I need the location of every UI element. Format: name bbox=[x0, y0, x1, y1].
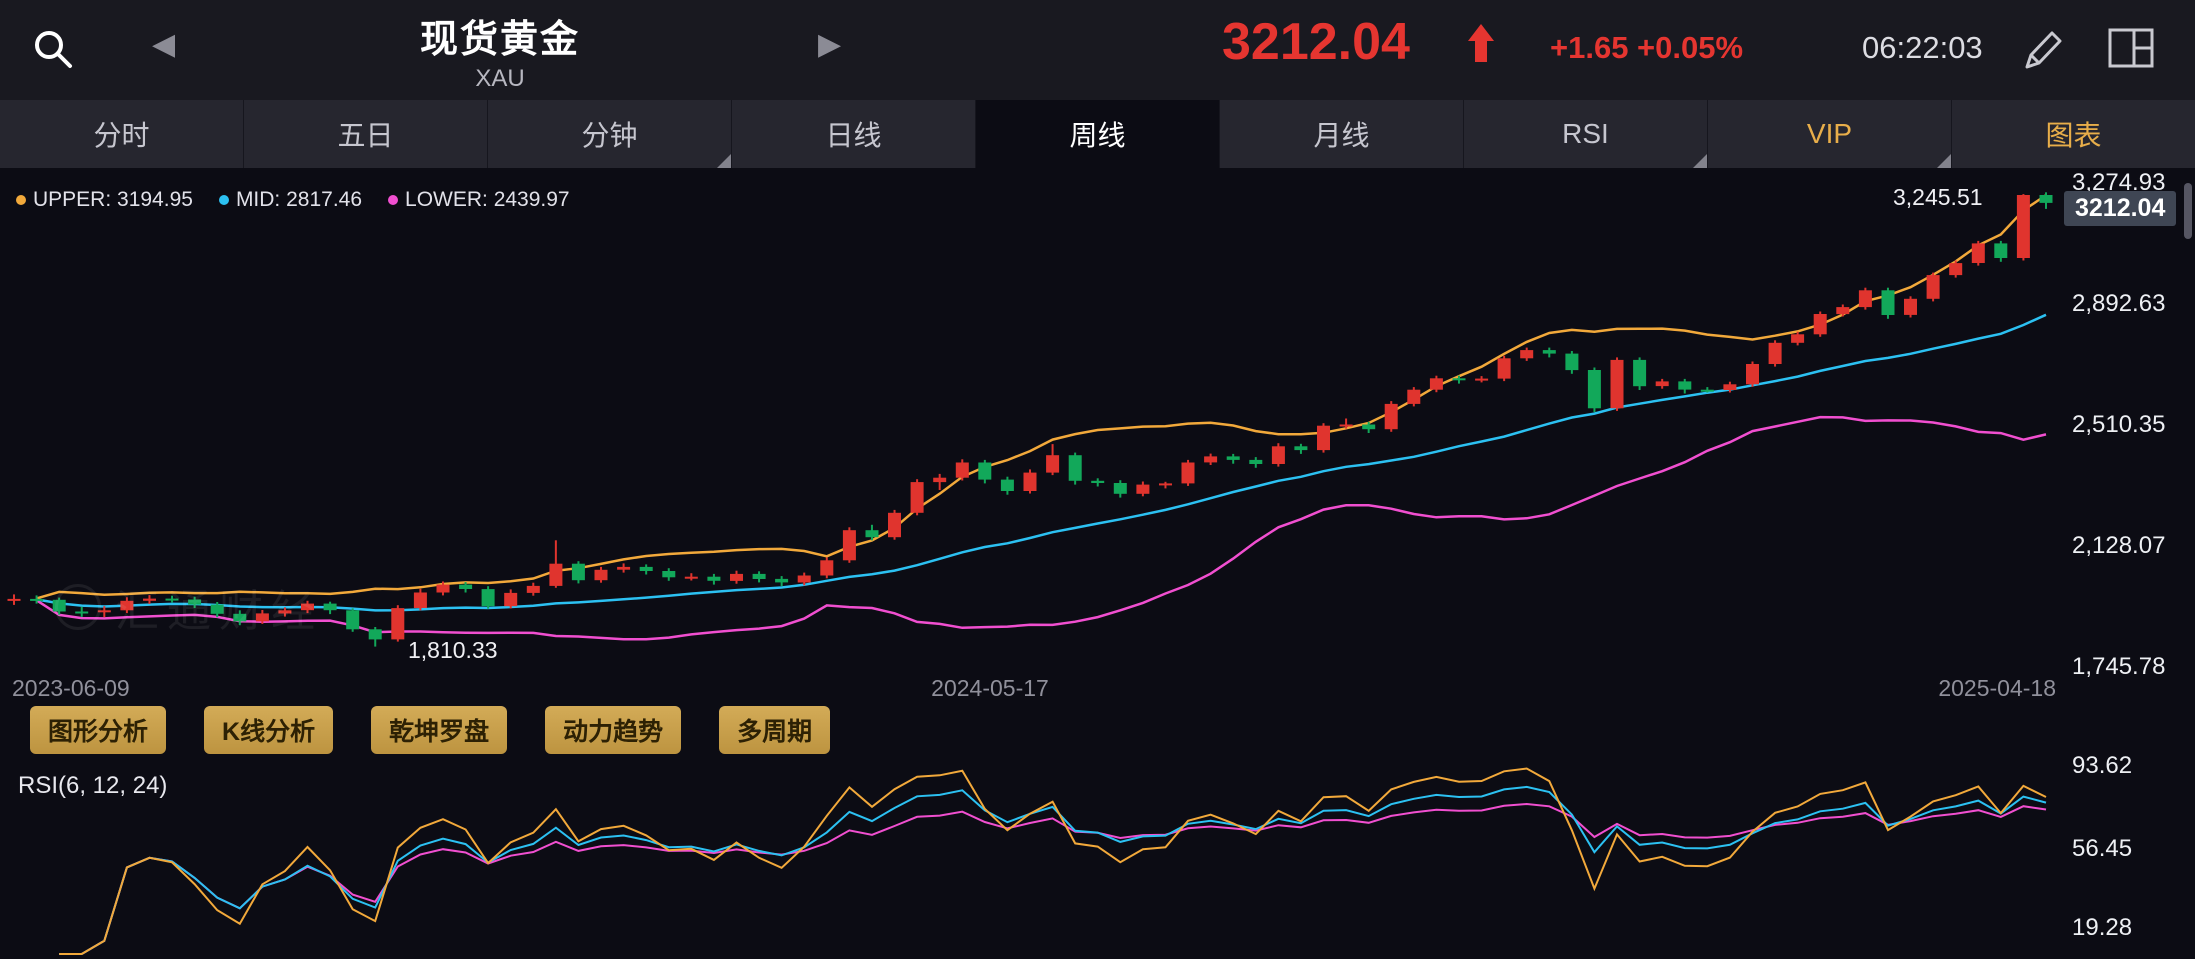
upper-dot-icon bbox=[16, 195, 26, 205]
y-axis-label: 2,892.63 bbox=[2072, 290, 2166, 317]
momentum-trend-button[interactable]: 动力趋势 bbox=[545, 706, 682, 754]
rsi-indicator-label: RSI(6, 12, 24) bbox=[18, 772, 168, 799]
price-up-arrow-icon bbox=[1466, 22, 1496, 69]
tab-vip[interactable]: VIP bbox=[1708, 100, 1952, 168]
topbar: ◀ 现货黄金 XAU ▶ 3212.04 +1.65 +0.05% 06:22:… bbox=[0, 0, 2195, 100]
y-axis-label: 2,510.35 bbox=[2072, 411, 2166, 438]
current-price-tag: 3212.04 bbox=[2064, 191, 2177, 226]
y-axis-label: 2,128.07 bbox=[2072, 532, 2166, 559]
tab-label: 五日 bbox=[337, 120, 394, 151]
qiankun-compass-button[interactable]: 乾坤罗盘 bbox=[371, 706, 508, 754]
tab-label: 分钟 bbox=[581, 120, 638, 151]
tab-label: RSI bbox=[1562, 118, 1609, 149]
kline-analysis-button[interactable]: K线分析 bbox=[204, 706, 334, 754]
prev-symbol-arrow[interactable]: ◀ bbox=[152, 28, 176, 61]
x-axis-label-end: 2025-04-18 bbox=[1938, 675, 2056, 701]
right-scrollbar[interactable] bbox=[2184, 183, 2192, 239]
tab-daily[interactable]: 日线 bbox=[732, 100, 976, 168]
title-block: 现货黄金 XAU bbox=[360, 8, 640, 93]
watermark: 汇通财经 bbox=[55, 575, 323, 639]
watermark-logo-icon bbox=[55, 584, 101, 630]
boll-legend: UPPER: 3194.95 MID: 2817.46 LOWER: 2439.… bbox=[16, 188, 570, 212]
rsi-axis-label: 93.62 bbox=[2072, 752, 2133, 779]
legend-upper: UPPER: 3194.95 bbox=[16, 188, 193, 212]
search-icon[interactable] bbox=[30, 26, 76, 77]
rsi-axis-label: 56.45 bbox=[2072, 835, 2133, 862]
chart-layout-icon[interactable] bbox=[2108, 28, 2154, 75]
x-axis-label-start: 2023-06-09 bbox=[12, 675, 130, 701]
lower-dot-icon bbox=[388, 195, 399, 205]
symbol-code: XAU bbox=[475, 65, 525, 92]
price-change: +1.65 +0.05% bbox=[1550, 30, 1744, 65]
x-axis-label-mid: 2024-05-17 bbox=[931, 675, 1049, 701]
legend-lower: LOWER: 2439.97 bbox=[388, 188, 570, 212]
tab-minute[interactable]: 分钟 bbox=[488, 100, 732, 168]
tab-label: 周线 bbox=[1069, 120, 1126, 151]
tab-label: 日线 bbox=[825, 120, 882, 151]
tab-five-day[interactable]: 五日 bbox=[244, 100, 488, 168]
tab-label: VIP bbox=[1806, 118, 1853, 149]
tab-weekly[interactable]: 周线 bbox=[976, 100, 1220, 168]
tab-label: 分时 bbox=[93, 120, 150, 151]
next-symbol-arrow[interactable]: ▶ bbox=[818, 28, 842, 61]
last-price: 3212.04 bbox=[1222, 13, 1410, 71]
dropdown-corner-icon bbox=[1937, 154, 1951, 168]
rsi-axis-label: 19.28 bbox=[2072, 914, 2133, 941]
legend-mid: MID: 2817.46 bbox=[218, 188, 362, 212]
y-axis-label: 1,745.78 bbox=[2072, 653, 2166, 680]
dropdown-corner-icon bbox=[1693, 154, 1707, 168]
tab-chart[interactable]: 图表 bbox=[1952, 100, 2195, 168]
tab-rsi[interactable]: RSI bbox=[1464, 100, 1708, 168]
low-annotation: 1,810.33 bbox=[408, 637, 498, 663]
server-time: 06:22:03 bbox=[1862, 30, 1983, 65]
page-title: 现货黄金 bbox=[419, 19, 580, 61]
dropdown-corner-icon bbox=[717, 154, 731, 168]
tab-label: 月线 bbox=[1313, 120, 1370, 151]
tab-time-sharing[interactable]: 分时 bbox=[0, 100, 244, 168]
mid-dot-icon bbox=[218, 195, 229, 205]
analysis-button-row: 图形分析 K线分析 乾坤罗盘 动力趋势 多周期 bbox=[30, 706, 831, 754]
high-annotation: 3,245.51 bbox=[1893, 184, 1983, 210]
drawing-tools-icon[interactable] bbox=[2018, 26, 2066, 79]
graphic-analysis-button[interactable]: 图形分析 bbox=[30, 706, 167, 754]
multi-period-button[interactable]: 多周期 bbox=[719, 706, 831, 754]
tab-monthly[interactable]: 月线 bbox=[1220, 100, 1464, 168]
interval-tabs: 分时 五日 分钟 日线 周线 月线 RSI VIP 图表 bbox=[0, 100, 2195, 168]
tab-label: 图表 bbox=[2045, 120, 2102, 151]
